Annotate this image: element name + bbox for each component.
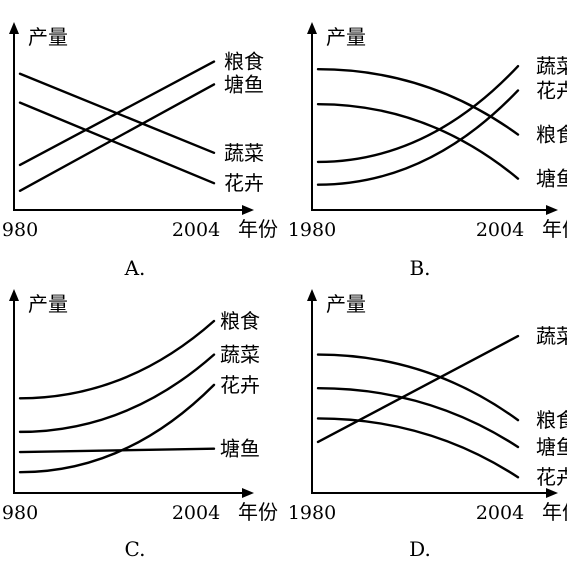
panel-a-series-3-label: 花卉	[224, 171, 264, 195]
panel-c-y-label: 产量	[28, 292, 68, 316]
panel-b-series-0-line	[316, 64, 520, 164]
panel-c-series-0-label: 粮食	[220, 309, 260, 333]
panel-b-x-start: 1980	[288, 219, 336, 241]
panel-c-caption: C.	[125, 537, 146, 561]
panel-b-series-3-label: 塘鱼	[536, 167, 567, 191]
panel-a-axes	[13, 32, 244, 211]
panel-c-series-2-label: 花卉	[220, 373, 260, 397]
panel-a-series-2-label: 蔬菜	[224, 141, 264, 165]
panel-c-x-unit: 年份	[238, 500, 278, 524]
panel-d-series-3-line	[316, 417, 520, 479]
panel-a-x-end: 2004	[172, 219, 220, 241]
panel-d-series-2-line	[316, 387, 520, 449]
panel-d-series-1-label: 粮食	[536, 408, 567, 432]
panel-c-x-arrow	[242, 488, 254, 498]
panel-b-x-unit: 年份	[542, 217, 567, 241]
panel-b-series-1-label: 花卉	[536, 78, 567, 102]
panel-a-x-arrow	[242, 205, 254, 215]
panel-d-x-arrow	[546, 488, 558, 498]
panel-a-series-2-line	[18, 72, 216, 154]
panel-d-series-2-label: 塘鱼	[536, 435, 567, 459]
panel-d-axes	[311, 299, 548, 494]
panel-c-series-0-line	[18, 319, 216, 400]
panel-a-series-3-line	[18, 101, 216, 185]
panel-d-caption: D.	[409, 537, 431, 561]
panel-a-series-1-line	[18, 83, 216, 192]
panel-d-x-unit: 年份	[542, 500, 567, 524]
panel-b-caption: B.	[409, 256, 430, 280]
panel-d-y-arrow	[307, 289, 317, 301]
panel-b-series-2-label: 粮食	[536, 123, 567, 147]
panel-c-y-arrow	[9, 289, 19, 301]
panel-b-y-label: 产量	[326, 25, 366, 49]
panel-c-series-3-line	[18, 447, 216, 454]
panel-b-x-arrow	[546, 205, 558, 215]
panel-d-x-start: 1980	[288, 502, 336, 524]
panel-d-y-label: 产量	[326, 292, 366, 316]
panel-b-series-2-line	[316, 68, 520, 136]
panel-d-x-end: 2004	[476, 502, 524, 524]
panel-b-x-end: 2004	[476, 219, 524, 241]
panel-c-series-1-line	[18, 353, 216, 434]
panel-b-axes	[311, 32, 548, 211]
panel-c-x-start: 1980	[0, 502, 38, 524]
panel-c-series-3-label: 塘鱼	[220, 437, 260, 461]
panel-d-series-0-label: 蔬菜	[536, 324, 567, 348]
panel-b-series-1-line	[316, 89, 520, 186]
panel-c-series-1-label: 蔬菜	[220, 343, 260, 367]
panel-a-caption: A.	[124, 256, 146, 280]
panel-c-x-end: 2004	[172, 502, 220, 524]
panel-d-series-0-line	[316, 334, 520, 444]
panel-a-series-0-label: 粮食	[224, 50, 264, 74]
panel-d-series-3-label: 花卉	[536, 465, 567, 489]
panel-a-x-unit: 年份	[238, 217, 278, 241]
panel-d-series-1-line	[316, 353, 520, 422]
panel-a-x-start: 1980	[0, 219, 38, 241]
panel-b-series-0-label: 蔬菜	[536, 54, 567, 78]
panel-c-axes	[13, 299, 244, 494]
panel-a-y-label: 产量	[28, 25, 68, 49]
panel-a-y-arrow	[9, 22, 19, 34]
panel-b-series-3-line	[316, 102, 520, 180]
panel-a-series-1-label: 塘鱼	[224, 72, 264, 96]
panel-b-y-arrow	[307, 22, 317, 34]
